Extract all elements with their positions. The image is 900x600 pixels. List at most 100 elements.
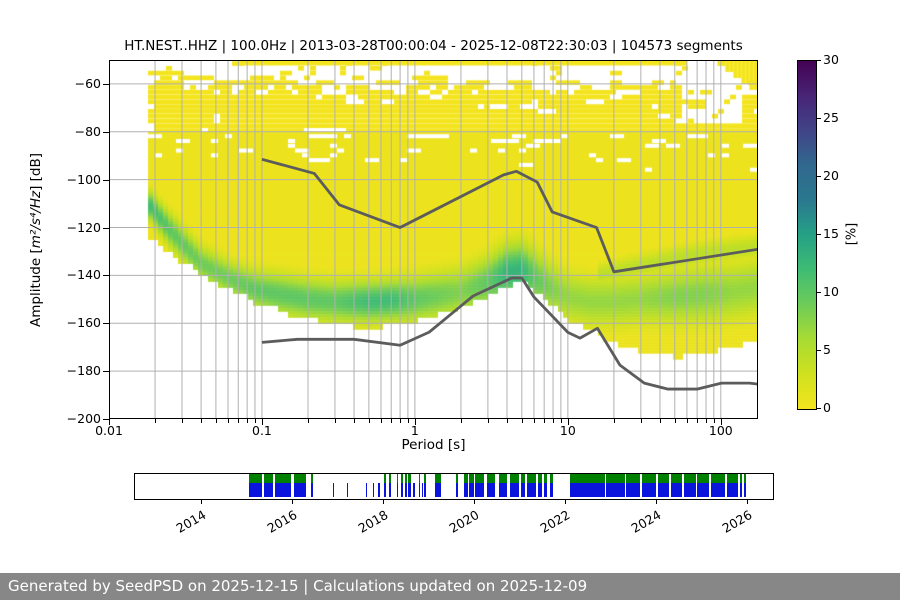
x-minor-tick [228, 419, 230, 423]
x-tick-label: 0.1 [252, 423, 272, 438]
availability-segment-blue [626, 483, 641, 497]
x-minor-tick [674, 419, 676, 423]
x-minor-tick [181, 419, 183, 423]
availability-segment-green [404, 474, 408, 483]
x-minor-tick [308, 419, 309, 423]
x-minor-tick [155, 419, 157, 423]
availability-segment-green [606, 474, 625, 483]
availability-segment-blue [248, 483, 263, 497]
y-tick-label: −80 [74, 123, 101, 139]
availability-segment-blue [274, 483, 291, 497]
x-minor-tick [706, 419, 707, 423]
x-tick-label: 100 [708, 423, 733, 438]
availability-segment-green [486, 474, 495, 483]
availability-segment-green [537, 474, 542, 483]
y-tick [103, 131, 109, 133]
y-tick [103, 227, 109, 229]
x-minor-tick [713, 419, 715, 423]
x-minor-tick [507, 419, 508, 423]
timeline-year-tick [474, 500, 476, 504]
availability-segment-green [550, 474, 553, 483]
x-axis-label: Period [s] [401, 437, 466, 453]
x-minor-tick [215, 419, 217, 423]
colorbar-tick-label: 5 [823, 342, 831, 357]
availability-segment-green [711, 474, 725, 483]
colorbar-tick [816, 60, 821, 61]
availability-segment-blue [570, 483, 605, 497]
availability-segment-blue [671, 483, 682, 497]
timeline-year-label: 2022 [537, 507, 573, 536]
x-minor-tick [334, 419, 336, 423]
availability-segment-blue [408, 483, 411, 497]
y-tick [103, 371, 109, 373]
availability-segment-blue [740, 483, 743, 497]
x-minor-tick [238, 419, 240, 423]
availability-segment-green [671, 474, 682, 483]
x-tick [720, 419, 722, 425]
availability-segment-blue [697, 483, 710, 497]
timeline-year-label: 2016 [264, 507, 300, 536]
availability-segment-blue [711, 483, 725, 497]
colorbar-tick [816, 292, 821, 293]
x-minor-tick [254, 419, 256, 423]
x-minor-tick [391, 419, 393, 423]
x-minor-tick [380, 419, 382, 423]
availability-segment-blue [475, 483, 485, 497]
colorbar-tick [816, 176, 821, 177]
availability-segment-green [626, 474, 641, 483]
colorbar-tick [816, 118, 821, 119]
availability-segment-blue [469, 483, 474, 497]
availability-segment-blue [606, 483, 625, 497]
colorbar-tick [816, 350, 821, 351]
availability-segment-green [388, 474, 391, 483]
x-minor-tick [697, 419, 699, 423]
availability-segment-green [543, 474, 548, 483]
availability-segment-blue [423, 483, 426, 497]
colorbar-tick-label: 30 [823, 52, 839, 67]
x-minor-tick [533, 419, 535, 423]
availability-segment-green [435, 474, 441, 483]
availability-segment-green [293, 474, 306, 483]
availability-segment-blue [510, 483, 519, 497]
availability-timeline [134, 473, 774, 500]
availability-segment-green [726, 474, 739, 483]
y-axis-label: Amplitude [m²/s⁴/Hz] [dB] [28, 153, 44, 327]
colorbar-tick-label: 25 [823, 110, 839, 125]
colorbar-tick [816, 234, 821, 235]
availability-segment-blue [455, 483, 459, 497]
availability-segment-green [658, 474, 670, 483]
availability-segment-blue [401, 483, 404, 497]
y-tick [103, 179, 109, 181]
timeline-year-tick [656, 500, 658, 504]
timeline-year-label: 2018 [355, 507, 391, 536]
availability-segment-blue [311, 483, 313, 497]
x-tick-label: 0.01 [95, 423, 123, 438]
availability-segment-green [683, 474, 696, 483]
availability-segment-green [401, 474, 404, 483]
availability-segment-blue [683, 483, 696, 497]
availability-segment-blue [418, 483, 420, 497]
footer-text: Generated by SeedPSD on 2025-12-15 | Cal… [8, 577, 588, 595]
availability-segment-green [570, 474, 605, 483]
timeline-year-tick [565, 500, 567, 504]
availability-segment-green [396, 474, 399, 483]
y-tick-label: −100 [66, 171, 101, 187]
availability-segment-green [526, 474, 536, 483]
availability-segment-green [740, 474, 743, 483]
availability-segment-blue [383, 483, 386, 497]
timeline-year-label: 2020 [446, 507, 482, 536]
x-tick [109, 419, 110, 425]
availability-segment-green [521, 474, 526, 483]
availability-segment-green [744, 474, 746, 483]
timeline-year-tick [747, 500, 749, 504]
y-axis-label-prefix: Amplitude [ [28, 248, 44, 328]
colorbar [797, 60, 817, 410]
availability-segment-blue [543, 483, 548, 497]
high-noise-model-line [261, 157, 758, 274]
plot-title: HT.NEST..HHZ | 100.0Hz | 2013-03-28T00:0… [124, 38, 743, 54]
availability-segment-blue [293, 483, 306, 497]
x-minor-tick [560, 419, 562, 423]
timeline-year-tick [200, 500, 202, 504]
colorbar-tick-label: 15 [823, 226, 839, 241]
availability-segment-blue [332, 483, 335, 497]
